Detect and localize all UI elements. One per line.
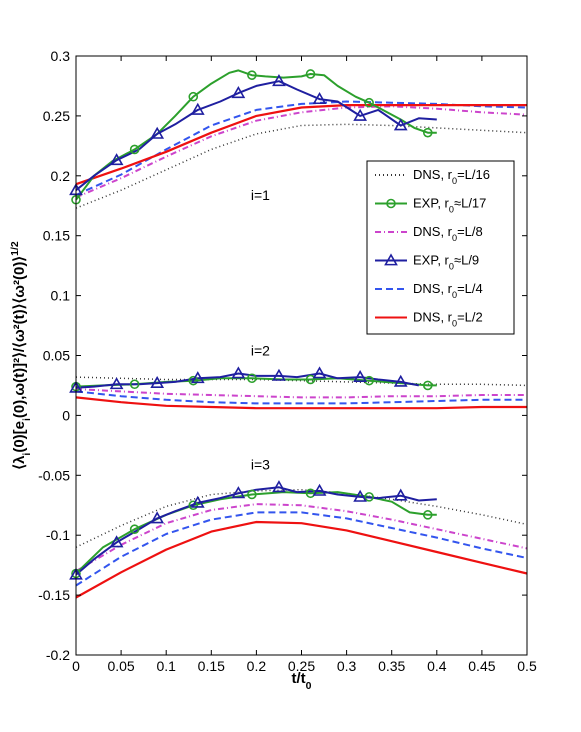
legend-label-exp-r-0-l-17: EXP, r0≈L/17: [413, 196, 486, 215]
data-point-circle: [364, 492, 374, 502]
y-tick-label: 0: [62, 407, 70, 423]
data-point-circle: [129, 379, 140, 390]
x-tick-label: 0.15: [198, 658, 225, 674]
data-point-triangle: [393, 374, 408, 387]
data-point-triangle: [272, 368, 286, 381]
data-point-triangle: [353, 489, 368, 502]
data-point-triangle: [231, 486, 246, 499]
legend-box: [366, 160, 515, 335]
legend-label-dns-r-0-l-4: DNS, r0=L/4: [413, 281, 483, 300]
data-point-circle: [188, 375, 199, 386]
data-point-circle: [247, 489, 257, 500]
legend-label-dns-r-0-l-2: DNS, r0=L/2: [413, 310, 483, 329]
series-line-i-1-dns-r-0-l-8: [75, 105, 528, 199]
data-point-circle: [129, 144, 140, 155]
y-tick-label: 0.1: [51, 288, 71, 304]
data-point-triangle: [150, 126, 165, 139]
data-point-triangle: [231, 366, 246, 379]
data-point-triangle: [312, 92, 327, 105]
series-line-i-1-dns-r-0-l-2: [75, 103, 527, 186]
y-tick-label: 0.3: [51, 48, 71, 64]
plot-markers: [69, 69, 433, 580]
x-tick-label: 0.5: [517, 658, 537, 674]
data-point-triangle: [150, 375, 165, 388]
series-line-i-2-dns-r-0-l-2: [75, 396, 527, 410]
annotations: i=1 i=2 i=3: [251, 187, 270, 473]
data-point-triangle: [190, 495, 205, 508]
y-tick-label: 0.15: [43, 228, 70, 244]
data-point-triangle: [353, 108, 368, 121]
data-point-triangle: [272, 480, 286, 493]
annotation-i-2: i=2: [251, 343, 270, 359]
legend: DNS, r0=L/16 EXP, r0≈L/17 DNS, r0=L/8 EXP, …: [366, 160, 515, 335]
y-axis-label: ⟨λi(0)[ei(0),ω(t)]²⟩/⟨ω²(t)⟩⟨ω²(0)⟩1/2: [9, 241, 33, 470]
x-tick-label: 0.4: [427, 658, 447, 674]
data-point-circle: [247, 70, 257, 80]
data-point-triangle: [150, 511, 165, 524]
data-point-circle: [305, 374, 316, 385]
y-tick-label: -0.15: [38, 587, 70, 603]
annotation-i-3: i=3: [251, 456, 270, 472]
annotation-i-1: i=1: [251, 187, 270, 203]
x-tick-label: 0.1: [156, 658, 176, 674]
legend-marker-circle: [386, 198, 396, 209]
data-point-triangle: [109, 535, 124, 548]
x-tick-label: 0.2: [247, 658, 267, 674]
series-line-i-3-dns-r-0-l-2: [75, 520, 528, 599]
data-point-circle: [364, 97, 374, 108]
data-point-triangle: [231, 86, 246, 99]
x-tick-label: 0: [72, 658, 80, 674]
y-tick-label: -0.05: [38, 467, 70, 483]
series-line-i-3-dns-r-0-l-4: [75, 511, 528, 587]
data-point-triangle: [109, 377, 124, 390]
x-tick-label: 0.3: [337, 658, 357, 674]
data-point-triangle: [312, 483, 327, 496]
legend-label-dns-r-0-l-16: DNS, r0=L/16: [413, 167, 490, 186]
data-point-circle: [247, 373, 257, 384]
data-point-triangle: [353, 369, 368, 382]
axis-ticks: 0 0.05 0.1 0.15 0.2 0.25 0.3 0.35 0.4 0.45 0.5 -0.2…: [38, 48, 537, 674]
data-point-triangle: [190, 371, 205, 384]
series-line-i-2-dns-r-0-l-4: [75, 390, 527, 405]
data-point-triangle: [393, 118, 408, 131]
data-point-circle: [188, 500, 199, 511]
x-tick-label: 0.05: [107, 658, 134, 674]
y-tick-label: 0.25: [43, 108, 70, 124]
data-point-circle: [422, 510, 433, 520]
data-point-circle: [305, 69, 316, 79]
series-line-i-2-dns-r-0-l-8: [75, 388, 527, 399]
series-line-i-3-dns-r-0-l-16: [75, 488, 528, 548]
x-tick-label: 0.25: [288, 658, 315, 674]
legend-marker-triangle: [384, 253, 398, 266]
y-tick-label: -0.1: [46, 527, 70, 543]
data-point-triangle: [312, 366, 327, 379]
data-point-triangle: [109, 153, 124, 166]
series-line-i-3-dns-r-0-l-8: [75, 503, 528, 572]
data-point-triangle: [272, 74, 286, 87]
data-point-triangle: [393, 488, 408, 501]
legend-label-exp-r-0-l-9: EXP, r0≈L/9: [413, 253, 479, 272]
data-point-circle: [422, 127, 433, 138]
x-tick-label: 0.45: [468, 658, 495, 674]
x-tick-label: 0.35: [378, 658, 405, 674]
data-point-circle: [422, 380, 433, 391]
data-point-circle: [188, 91, 199, 102]
y-tick-label: 0.2: [51, 168, 71, 184]
x-axis-label: t/t0: [291, 670, 311, 692]
data-point-circle: [129, 524, 140, 535]
legend-label-dns-r-0-l-8: DNS, r0=L/8: [413, 224, 483, 243]
data-point-triangle: [190, 102, 205, 115]
y-tick-label: -0.2: [46, 647, 70, 663]
y-tick-label: 0.05: [43, 348, 70, 364]
